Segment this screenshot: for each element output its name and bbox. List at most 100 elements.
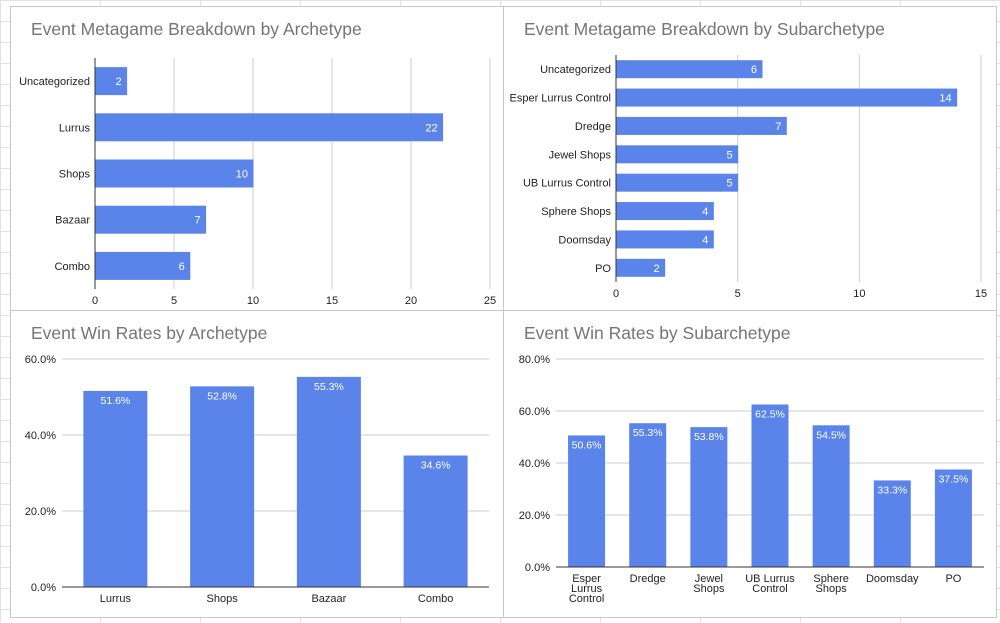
chart-panel-archetype-breakdown[interactable]: Event Metagame Breakdown by Archetype 0 5… <box>10 6 504 311</box>
category-label: Shops <box>59 169 91 181</box>
bar <box>95 67 128 96</box>
y-tick-label: 40.0% <box>25 430 56 442</box>
category-label: Lurrus <box>100 593 132 605</box>
x-tick-label: 15 <box>975 288 987 300</box>
bar <box>812 425 850 567</box>
data-label: 50.6% <box>572 439 602 451</box>
category-label: Shops <box>816 583 848 595</box>
bar <box>616 88 958 107</box>
data-label: 54.5% <box>816 429 846 441</box>
bar <box>616 258 666 277</box>
bar <box>873 480 911 567</box>
category-label: Doomsday <box>866 573 919 585</box>
x-tick-label: 15 <box>326 295 338 307</box>
chart-panel-subarchetype-win-rates[interactable]: Event Win Rates by Subarchetype 0.0% 20.0… <box>503 310 997 618</box>
data-label: 51.6% <box>100 395 130 407</box>
data-label: 6 <box>179 261 185 273</box>
y-tick-label: 0.0% <box>31 582 56 594</box>
bar <box>751 404 789 567</box>
x-tick-label: 5 <box>735 288 741 300</box>
category-label: Uncategorized <box>19 76 90 88</box>
data-label: 55.3% <box>633 427 663 439</box>
category-label: Bazaar <box>55 215 90 227</box>
category-label: Bazaar <box>311 593 346 605</box>
bar <box>616 145 739 164</box>
data-label: 33.3% <box>877 484 907 496</box>
chart-title: Event Metagame Breakdown by Archetype <box>31 19 362 39</box>
bar <box>616 116 787 135</box>
category-label: Uncategorized <box>540 64 611 76</box>
chart-plot: 0 5 10 15 Uncategorized 6 Esper Lurrus Control… <box>510 55 987 300</box>
category-label: PO <box>945 573 961 585</box>
category-label: Control <box>752 583 787 595</box>
category-label: Lurrus <box>59 122 91 134</box>
category-label: Combo <box>55 261 90 273</box>
data-label: 7 <box>194 215 200 227</box>
y-tick-label: 60.0% <box>519 406 550 418</box>
y-tick-label: 0.0% <box>525 562 550 574</box>
bar <box>190 386 255 587</box>
data-label: 5 <box>727 149 733 161</box>
data-label: 7 <box>775 121 781 133</box>
y-tick-label: 20.0% <box>519 510 550 522</box>
data-label: 5 <box>727 178 733 190</box>
data-label: 2 <box>115 76 121 88</box>
chart-title: Event Win Rates by Archetype <box>31 323 268 343</box>
category-label: Control <box>569 593 604 605</box>
category-label: Dredge <box>630 573 666 585</box>
data-label: 6 <box>751 64 757 76</box>
y-tick-label: 60.0% <box>25 354 56 366</box>
x-tick-label: 20 <box>405 295 417 307</box>
data-label: 10 <box>236 169 248 181</box>
category-label: Jewel Shops <box>549 149 612 161</box>
data-label: 52.8% <box>207 390 237 402</box>
data-label: 22 <box>425 122 437 134</box>
bar <box>616 202 714 221</box>
bar <box>95 113 444 142</box>
data-label: 34.6% <box>421 460 451 472</box>
bar <box>296 376 361 587</box>
data-label: 62.5% <box>755 409 785 421</box>
category-label: PO <box>595 263 611 275</box>
category-label: Sphere <box>813 573 848 585</box>
chart-panel-archetype-win-rates[interactable]: Event Win Rates by Archetype 0.0% 20.0% 40… <box>10 310 504 618</box>
category-label: Dredge <box>575 121 611 133</box>
category-label: UB Lurrus Control <box>523 178 611 190</box>
chart-panel-subarchetype-breakdown[interactable]: Event Metagame Breakdown by Subarchetype… <box>503 6 997 311</box>
bar <box>616 230 714 249</box>
chart-title: Event Win Rates by Subarchetype <box>524 323 791 343</box>
data-label: 14 <box>939 93 951 105</box>
data-label: 55.3% <box>314 381 344 393</box>
x-tick-label: 10 <box>853 288 865 300</box>
bar <box>616 60 763 79</box>
category-label: UB Lurrus <box>745 573 795 585</box>
chart-plot: 0.0% 20.0% 40.0% 60.0% 51.6% Lurrus 52.8% Shops… <box>25 354 489 605</box>
category-label: Shops <box>207 593 239 605</box>
x-tick-label: 25 <box>484 295 496 307</box>
bar <box>629 423 667 567</box>
data-label: 4 <box>702 234 708 246</box>
chart-plot: 0 5 10 15 20 25 Uncategorized 2 Lurrus 22 Shops 10 B… <box>19 58 496 307</box>
bar <box>95 159 254 188</box>
bar <box>95 205 207 234</box>
chart-plot: 0.0% 20.0% 40.0% 60.0% 80.0% 50.6% EsperLurrus… <box>519 354 984 605</box>
category-label: Lurrus <box>571 583 603 595</box>
y-tick-label: 40.0% <box>519 458 550 470</box>
data-label: 4 <box>702 206 708 218</box>
bar <box>616 173 739 192</box>
category-label: Doomsday <box>558 234 611 246</box>
category-label: Sphere Shops <box>541 206 611 218</box>
bar <box>403 455 468 587</box>
bar <box>690 427 728 567</box>
data-label: 37.5% <box>939 474 969 486</box>
bar <box>934 469 972 567</box>
category-label: Esper Lurrus Control <box>510 93 612 105</box>
x-tick-label: 0 <box>613 288 619 300</box>
bar <box>568 435 606 567</box>
category-label: Shops <box>693 583 725 595</box>
x-tick-label: 0 <box>92 295 98 307</box>
category-label: Jewel <box>695 573 723 585</box>
bar <box>95 251 191 280</box>
chart-title: Event Metagame Breakdown by Subarchetype <box>524 19 885 39</box>
category-label: Combo <box>418 593 453 605</box>
